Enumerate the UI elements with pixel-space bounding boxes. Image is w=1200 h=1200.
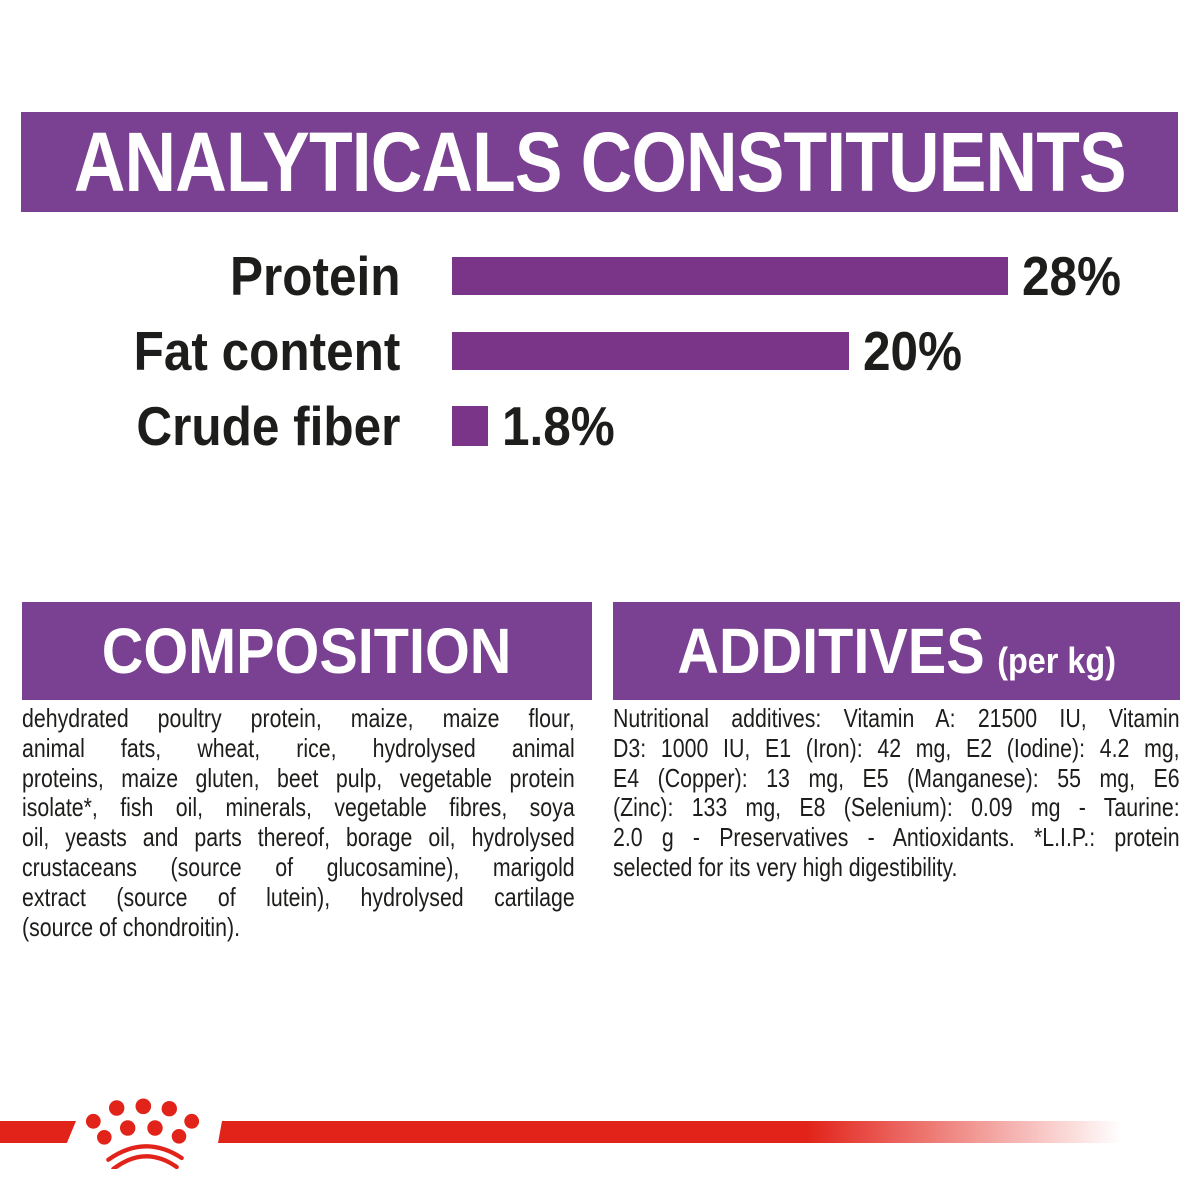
protein-bar (452, 257, 1008, 295)
analytical-constituents-header: ANALYTICALS CONSTITUENTS (21, 112, 1178, 212)
fat-content-bar (452, 332, 849, 370)
additives-line: 2.0 g - Preservatives - Antioxidants. *L… (613, 822, 1180, 853)
composition-line: (source of chondroitin). (22, 911, 241, 942)
page-title: ANALYTICALS CONSTITUENTS (73, 115, 1127, 209)
footer-stripe-right (218, 1121, 1200, 1143)
additives-line: E4 (Copper): 13 mg, E5 (Manganese): 55 m… (613, 762, 1180, 793)
composition-line: dehydrated poultry protein, maize, maize… (22, 703, 575, 733)
crude-fiber-value: 1.8% (501, 395, 615, 457)
composition-text: dehydrated poultry protein, maize, maize… (22, 703, 575, 942)
composition-line: animal fats, wheat, rice, hydrolysed ani… (22, 732, 575, 763)
additives-line: selected for its very high digestibility… (613, 851, 958, 882)
chart-row-fat-content: Fat content 20% (0, 320, 973, 382)
additives-text: Nutritional additives: Vitamin A: 21500 … (613, 703, 1180, 883)
composition-line: oil, yeasts and parts thereof, borage oi… (22, 822, 575, 853)
chart-row-crude-fiber: Crude fiber 1.8% (0, 395, 627, 457)
composition-line: isolate*, fish oil, minerals, vegetable … (22, 792, 575, 823)
composition-line: crustaceans (source of glucosamine), mar… (22, 851, 575, 882)
composition-title: COMPOSITION (102, 615, 512, 687)
additives-line: Nutritional additives: Vitamin A: 21500 … (613, 703, 1180, 733)
crude-fiber-bar (452, 406, 488, 446)
protein-label: Protein (229, 245, 400, 307)
chart-row-protein: Protein 28% (0, 245, 1132, 307)
crude-fiber-label: Crude fiber (135, 395, 400, 457)
composition-line: extract (source of lutein), hydrolysed c… (22, 881, 575, 912)
additives-title-main: ADDITIVES (677, 615, 985, 687)
additives-header: ADDITIVES (per kg) (613, 602, 1180, 700)
additives-title: ADDITIVES (per kg) (677, 619, 1116, 683)
composition-header: COMPOSITION (22, 602, 592, 700)
additives-line: (Zinc): 133 mg, E8 (Selenium): 0.09 mg -… (613, 792, 1180, 823)
footer-stripe-left (0, 1121, 76, 1143)
fat-content-value: 20% (863, 320, 963, 382)
composition-line: proteins, maize gluten, beet pulp, veget… (22, 762, 575, 793)
royal-canin-crown-icon (86, 1098, 199, 1169)
additives-line: D3: 1000 IU, E1 (Iron): 42 mg, E2 (Iodin… (613, 732, 1180, 763)
fat-content-label: Fat content (133, 320, 400, 382)
additives-title-suffix: (per kg) (997, 640, 1116, 681)
protein-value: 28% (1021, 245, 1121, 307)
